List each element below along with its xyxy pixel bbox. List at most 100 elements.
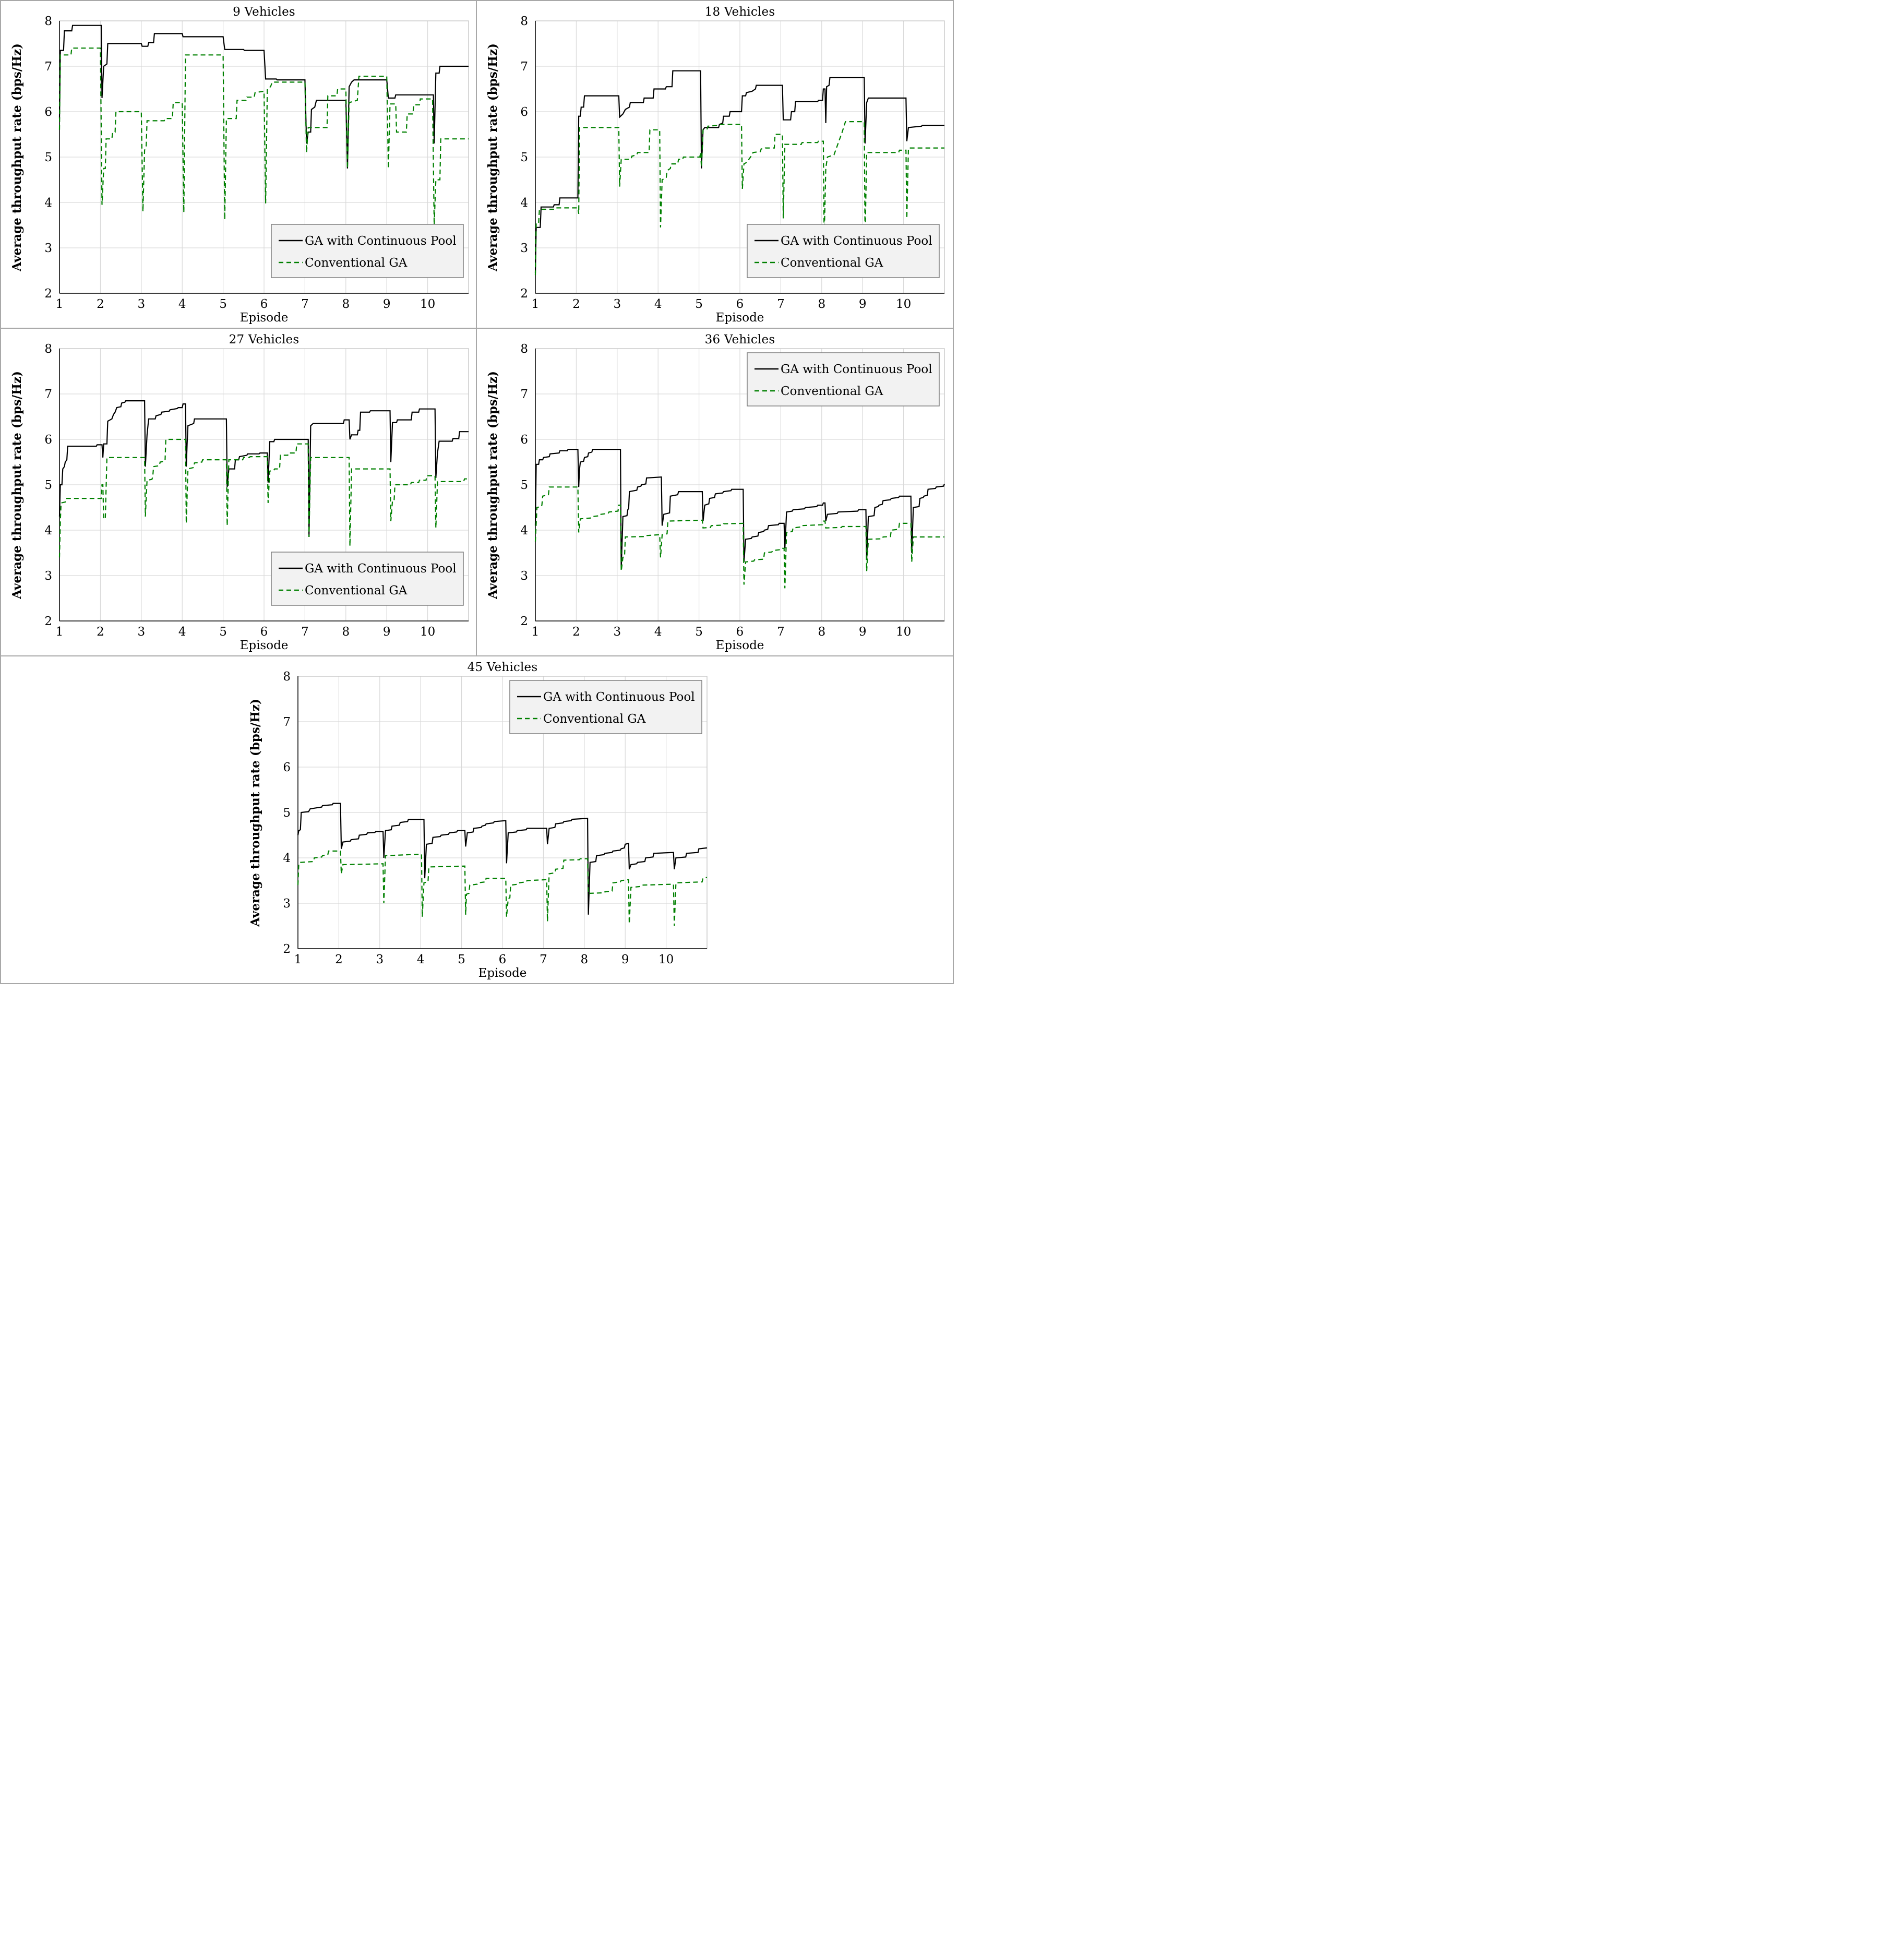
y-tick-label: 2 bbox=[44, 287, 52, 301]
series-line-ga-with-continuous-pool bbox=[534, 70, 944, 273]
y-tick-label: 5 bbox=[44, 479, 52, 492]
y-tick-label: 3 bbox=[44, 569, 52, 583]
legend-label: Conventional GA bbox=[543, 712, 646, 726]
x-tick-label: 4 bbox=[654, 297, 662, 311]
x-tick-label: 8 bbox=[818, 625, 825, 639]
x-tick-label: 6 bbox=[736, 297, 744, 311]
legend-label: GA with Continuous Pool bbox=[543, 690, 695, 704]
x-tick-label: 7 bbox=[540, 953, 547, 966]
x-tick-label: 10 bbox=[896, 297, 911, 311]
x-tick-label: 6 bbox=[499, 953, 507, 966]
x-tick-label: 8 bbox=[342, 625, 350, 639]
gridlines bbox=[59, 349, 469, 621]
x-tick-label: 7 bbox=[301, 625, 309, 639]
x-tick-label: 8 bbox=[580, 953, 588, 966]
x-tick-label: 7 bbox=[777, 625, 785, 639]
x-tick-label: 1 bbox=[294, 953, 302, 966]
panel-row-top: 9 Vehicles Average throughput rate (bps/… bbox=[1, 1, 953, 329]
series-line-conventional-ga bbox=[58, 438, 469, 558]
y-tick-label: 7 bbox=[44, 60, 52, 74]
legend-label: Conventional GA bbox=[781, 256, 883, 270]
x-tick-label: 3 bbox=[137, 625, 145, 639]
x-tick-label: 5 bbox=[219, 297, 227, 311]
x-tick-label: 5 bbox=[219, 625, 227, 639]
chart-panel-18-vehicles: 18 Vehicles Average throughput rate (bps… bbox=[476, 1, 952, 328]
x-tick-label: 9 bbox=[383, 625, 391, 639]
x-tick-label: 8 bbox=[818, 297, 825, 311]
legend: GA with Continuous Pool Conventional GA bbox=[747, 352, 940, 406]
y-tick-label: 2 bbox=[520, 287, 528, 301]
y-tick-label: 5 bbox=[283, 806, 291, 820]
x-tick-label: 5 bbox=[458, 953, 465, 966]
x-tick-label: 9 bbox=[859, 297, 867, 311]
y-tick-label: 3 bbox=[44, 242, 52, 255]
x-tick-label: 10 bbox=[420, 297, 435, 311]
x-tick-label: 1 bbox=[532, 297, 540, 311]
x-axis-label: Episode bbox=[715, 311, 764, 325]
legend: GA with Continuous Pool Conventional GA bbox=[271, 224, 464, 278]
legend-box bbox=[747, 352, 940, 406]
panel-title: 27 Vehicles bbox=[229, 333, 300, 346]
x-axis-label: Episode bbox=[240, 311, 289, 325]
x-tick-label: 5 bbox=[695, 625, 703, 639]
legend-label: GA with Continuous Pool bbox=[305, 562, 457, 576]
chart-panel-27-vehicles: 27 Vehicles Average throughput rate (bps… bbox=[1, 329, 476, 655]
legend-label: GA with Continuous Pool bbox=[781, 363, 932, 376]
x-tick-label: 4 bbox=[417, 953, 425, 966]
x-tick-label: 10 bbox=[420, 625, 435, 639]
x-tick-label: 9 bbox=[621, 953, 629, 966]
panel-row-middle: 27 Vehicles Average throughput rate (bps… bbox=[1, 329, 953, 656]
panel-title: 18 Vehicles bbox=[704, 5, 775, 19]
panel-title: 45 Vehicles bbox=[467, 661, 538, 674]
y-tick-label: 4 bbox=[520, 196, 528, 210]
y-tick-label: 5 bbox=[44, 151, 52, 164]
x-tick-label: 3 bbox=[376, 953, 384, 966]
x-axis-label: Episode bbox=[478, 966, 527, 980]
y-tick-label: 8 bbox=[283, 670, 291, 684]
legend-box bbox=[271, 224, 464, 278]
series-line-conventional-ga bbox=[534, 121, 944, 276]
legend-label: Conventional GA bbox=[781, 385, 883, 398]
x-axis-label: Episode bbox=[240, 639, 289, 652]
chart-panel-36-vehicles: 36 Vehicles Average throughput rate (bps… bbox=[476, 329, 952, 655]
legend-box bbox=[747, 224, 940, 278]
y-tick-label: 6 bbox=[520, 433, 528, 447]
series-line-conventional-ga bbox=[58, 47, 469, 225]
legend-box bbox=[509, 680, 702, 734]
x-tick-label: 2 bbox=[572, 297, 580, 311]
y-tick-label: 6 bbox=[283, 761, 291, 774]
legend-label: Conventional GA bbox=[305, 584, 408, 597]
y-tick-label: 4 bbox=[283, 852, 291, 865]
y-tick-label: 5 bbox=[520, 479, 528, 492]
panel-title: 9 Vehicles bbox=[233, 5, 295, 19]
y-tick-label: 8 bbox=[44, 342, 52, 356]
x-axis-label: Episode bbox=[715, 639, 764, 652]
axis-lines bbox=[297, 676, 707, 949]
x-tick-label: 7 bbox=[301, 297, 309, 311]
x-tick-label: 6 bbox=[260, 297, 268, 311]
y-tick-label: 3 bbox=[283, 897, 291, 911]
legend-box bbox=[271, 552, 464, 606]
legend: GA with Continuous Pool Conventional GA bbox=[747, 224, 940, 278]
y-tick-label: 4 bbox=[44, 524, 52, 537]
series-line-ga-with-continuous-pool bbox=[58, 25, 469, 169]
y-tick-label: 2 bbox=[283, 942, 291, 956]
y-tick-label: 2 bbox=[44, 615, 52, 628]
y-tick-label: 2 bbox=[520, 615, 528, 628]
x-tick-label: 2 bbox=[572, 625, 580, 639]
y-tick-label: 3 bbox=[520, 242, 528, 255]
x-tick-label: 8 bbox=[342, 297, 350, 311]
y-tick-label: 6 bbox=[44, 105, 52, 119]
x-tick-label: 7 bbox=[777, 297, 785, 311]
series-line-ga-with-continuous-pool bbox=[297, 803, 708, 915]
panel-title: 36 Vehicles bbox=[704, 333, 775, 346]
y-tick-label: 7 bbox=[283, 715, 291, 729]
series-line-conventional-ga bbox=[534, 486, 944, 589]
